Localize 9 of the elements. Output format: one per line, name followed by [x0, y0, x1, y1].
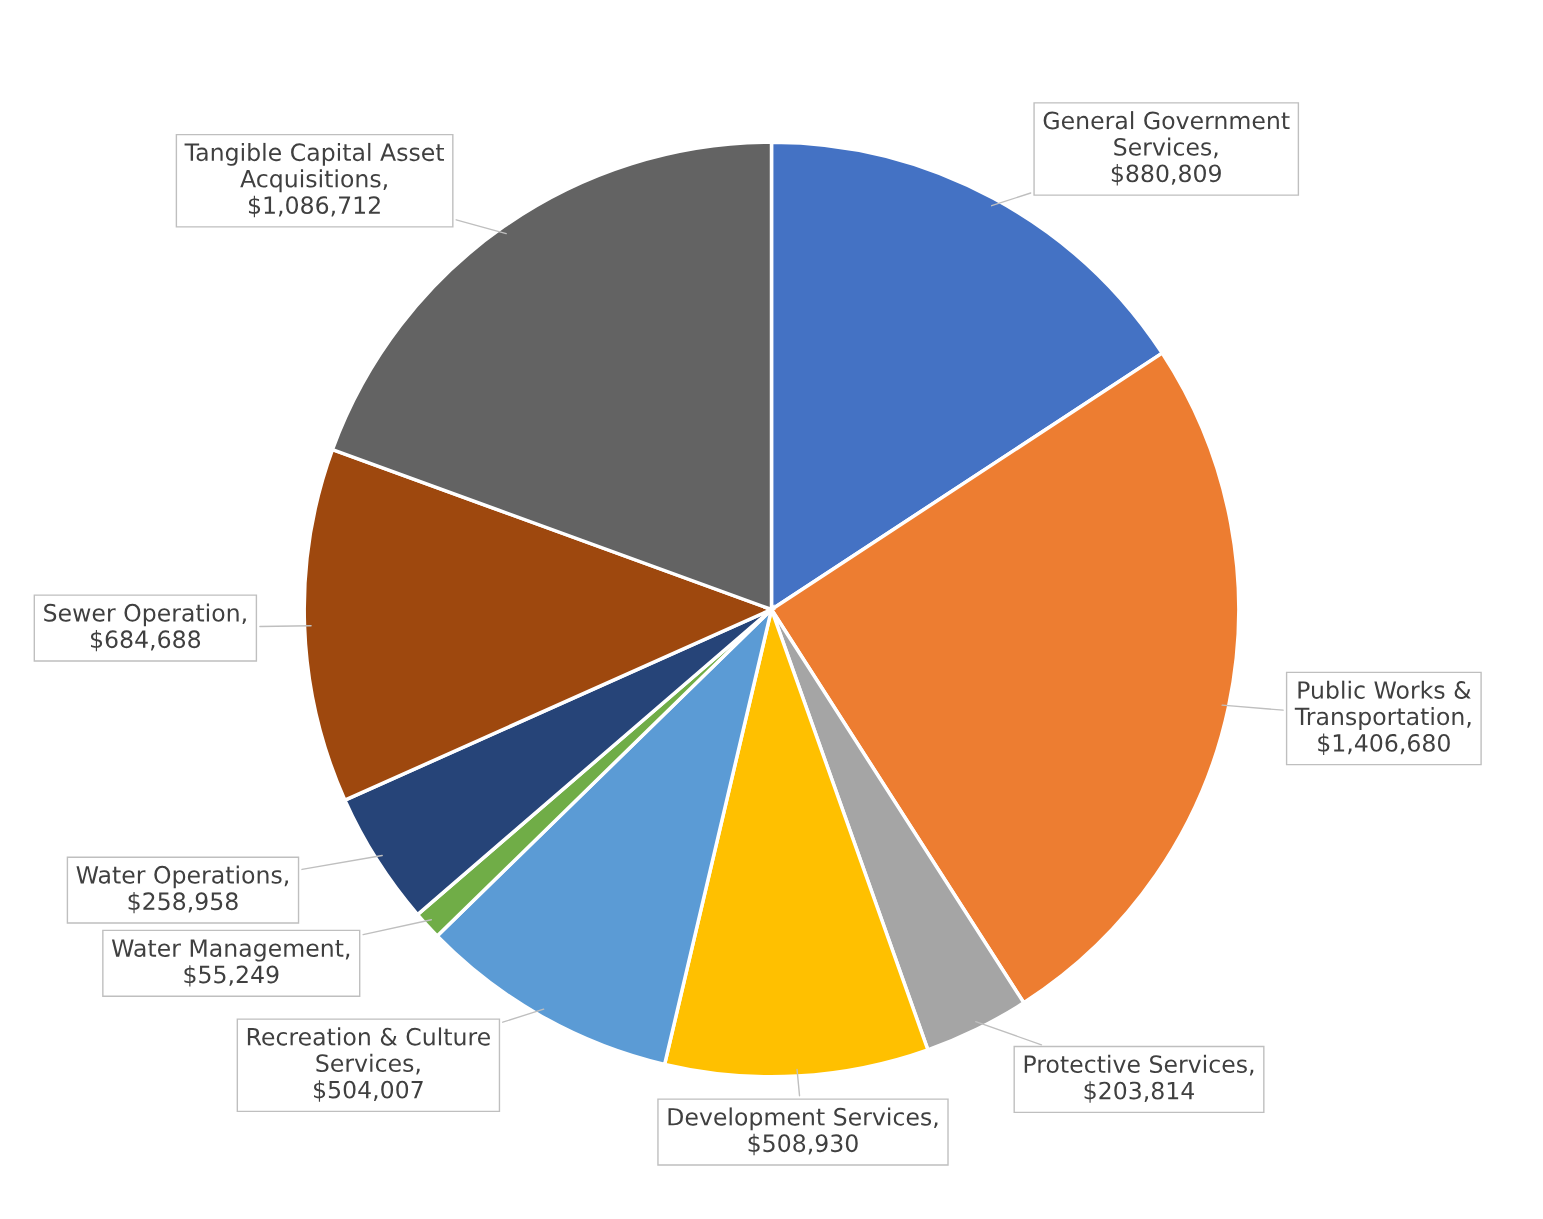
data-label: Water Management, $55,249 — [111, 939, 350, 987]
data-label: Water Operations, $258,958 — [76, 865, 288, 914]
data-label: Public Works & Transportation, $1,406,680 — [1294, 680, 1471, 755]
data-label: Tangible Capital Asset Acquisitions, $1,086,712 — [184, 142, 444, 218]
data-label: Recreation & Culture Services, $504,007 — [247, 1027, 490, 1102]
data-label: Development Services, $508,930 — [668, 1107, 938, 1156]
data-label: Protective Services, $203,814 — [1024, 1054, 1254, 1103]
data-label: General Government Services, $880,809 — [1043, 111, 1290, 186]
data-label: Sewer Operation, $684,688 — [44, 603, 246, 652]
